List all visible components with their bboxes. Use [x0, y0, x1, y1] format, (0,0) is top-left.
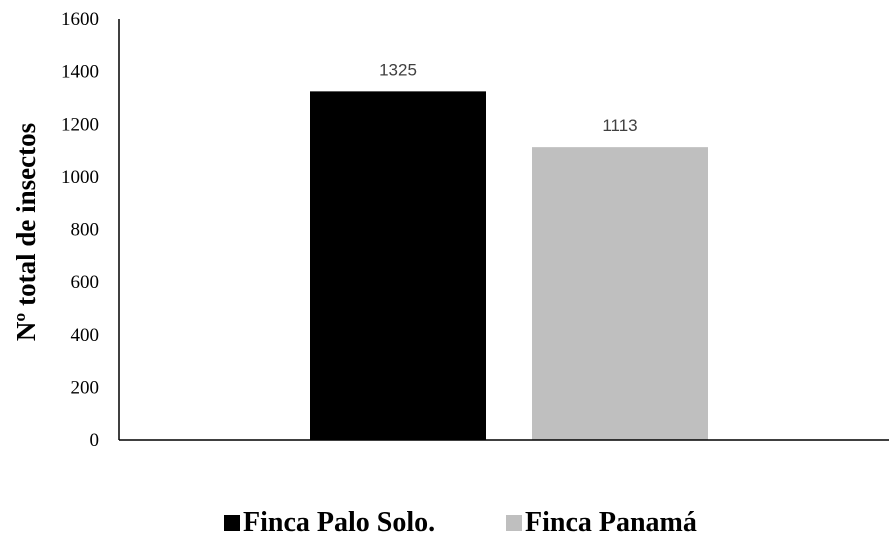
y-axis-title: Nº total de insectos	[11, 123, 41, 341]
legend-swatch	[224, 515, 240, 531]
bar	[310, 91, 486, 440]
legend-swatch	[506, 515, 522, 531]
y-tick-label: 1600	[61, 9, 99, 30]
y-tick-labels: 0 200 400 600 800 1000 1200 1400 1600	[61, 9, 99, 451]
y-tick-label: 600	[71, 272, 100, 293]
y-tick-label: 400	[71, 325, 100, 346]
y-tick-label: 1000	[61, 167, 99, 188]
data-labels-layer: 1325 1113	[379, 60, 638, 135]
bar	[532, 147, 708, 440]
y-tick-label: 200	[71, 377, 100, 398]
legend-label: Finca Palo Solo.	[243, 507, 435, 538]
y-tick-label: 1200	[61, 114, 99, 135]
bars-layer	[310, 91, 708, 440]
y-tick-label: 1400	[61, 62, 99, 83]
legend: Finca Palo Solo. Finca Panamá	[224, 507, 697, 538]
y-tick-label: 800	[71, 220, 100, 241]
data-label: 1325	[379, 60, 417, 79]
data-label: 1113	[602, 116, 637, 135]
y-tick-label: 0	[90, 430, 100, 451]
legend-label: Finca Panamá	[525, 507, 697, 538]
